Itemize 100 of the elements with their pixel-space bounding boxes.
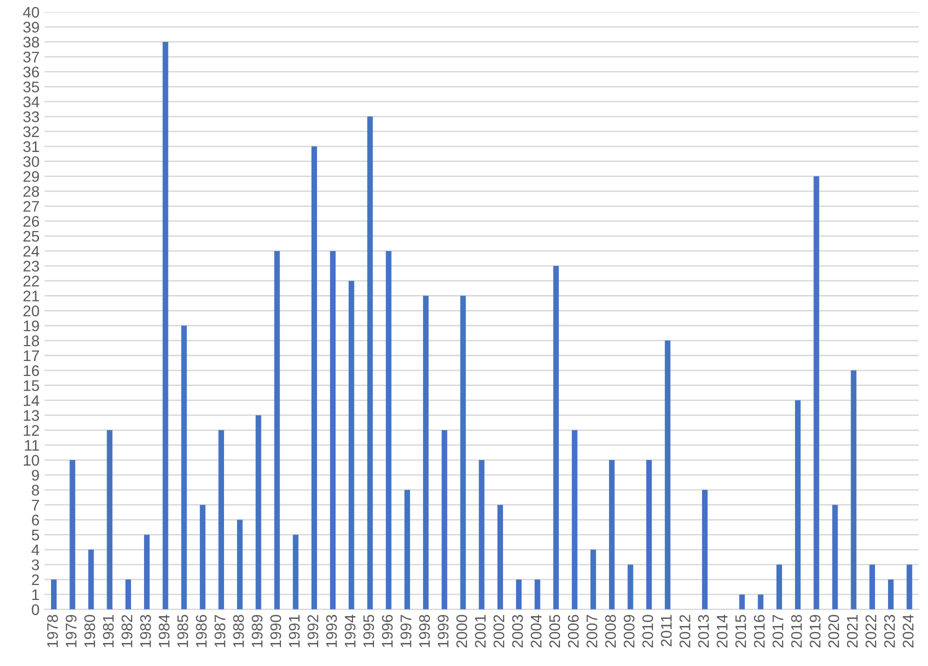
- bar: [386, 250, 392, 610]
- x-tick-label: 1992: [308, 615, 318, 648]
- bar: [553, 266, 559, 610]
- bar: [311, 146, 318, 610]
- x-tick-label: 1986: [196, 614, 207, 648]
- x-tick-label: 1984: [158, 614, 170, 648]
- x-tick-label: 2018: [791, 614, 802, 648]
- x-tick-label: 2017: [772, 615, 784, 648]
- x-tick-label: 2011: [660, 614, 672, 646]
- bar: [404, 490, 410, 610]
- x-tick-label: 1980: [84, 614, 96, 648]
- y-tick-label: 7: [32, 500, 39, 510]
- y-tick-label: 18: [24, 335, 40, 346]
- x-tick-label: 2021: [846, 614, 858, 648]
- x-tick-label: 2004: [530, 614, 542, 648]
- bar: [534, 580, 540, 610]
- x-tick-label: 1994: [344, 614, 356, 648]
- bar: [144, 534, 150, 610]
- bar: [814, 176, 820, 610]
- x-tick-label: 1982: [122, 615, 132, 648]
- y-tick-label: 37: [23, 52, 39, 62]
- bar: [516, 580, 522, 610]
- y-tick-label: 35: [23, 82, 40, 92]
- bar: [888, 580, 894, 610]
- bar: [274, 250, 280, 610]
- x-tick-label: 2000: [456, 614, 468, 648]
- bar: [832, 504, 838, 610]
- y-tick-label: 39: [23, 22, 39, 33]
- bar: [181, 326, 187, 610]
- y-tick-label: 40: [23, 6, 40, 18]
- bar: [702, 490, 708, 610]
- x-tick-label: 1987: [214, 615, 226, 648]
- y-tick-label: 3: [32, 559, 40, 570]
- x-tick-label: 2024: [902, 614, 914, 648]
- x-tick-label: 1978: [47, 614, 58, 648]
- bar: [776, 564, 782, 610]
- bar: [237, 520, 243, 610]
- bar: [664, 340, 670, 610]
- y-tick-label: 19: [24, 320, 39, 332]
- y-tick-label: 5: [32, 530, 40, 540]
- y-tick-label: 15: [24, 380, 40, 392]
- x-tick-label: 2015: [735, 614, 746, 648]
- bar: [292, 534, 298, 610]
- y-tick-label: 17: [24, 350, 39, 362]
- bar: [850, 370, 856, 610]
- y-tick-label: 11: [24, 440, 39, 451]
- bar: [125, 580, 132, 610]
- y-tick-label: 16: [24, 365, 40, 376]
- x-tick-label: 1988: [233, 614, 244, 648]
- x-tick-label: 2001: [474, 614, 486, 648]
- y-tick-label: 36: [23, 66, 40, 78]
- y-tick-label: 33: [23, 111, 40, 122]
- x-tick-label: 1991: [288, 614, 300, 648]
- x-tick-label: 2003: [512, 614, 523, 648]
- bar: [330, 250, 336, 610]
- bar: [795, 400, 801, 610]
- x-tick-label: 2009: [624, 614, 635, 648]
- y-tick-label: 23: [23, 260, 40, 272]
- bar: [367, 116, 373, 610]
- bar: [460, 296, 466, 610]
- y-tick-label: 26: [23, 216, 40, 227]
- y-tick-label: 31: [23, 141, 39, 152]
- bar: [758, 594, 764, 610]
- y-tick-label: 38: [23, 36, 40, 48]
- bar: [497, 504, 504, 610]
- bar: [906, 564, 912, 610]
- bar: [442, 430, 448, 610]
- x-tick-label: 2006: [568, 614, 579, 648]
- y-tick-label: 4: [32, 544, 40, 556]
- x-tick-label: 2008: [605, 614, 616, 648]
- y-tick-label: 1: [32, 589, 39, 600]
- bar: [51, 580, 57, 610]
- x-tick-label: 2016: [754, 614, 765, 648]
- y-tick-label: 20: [23, 306, 40, 316]
- bar: [106, 430, 112, 610]
- bar: [200, 504, 206, 610]
- y-tick-label: 9: [32, 470, 39, 481]
- bar: [646, 460, 652, 610]
- y-tick-label: 12: [24, 425, 39, 436]
- x-tick-label: 1985: [177, 614, 188, 648]
- x-tick-label: 2022: [866, 615, 876, 648]
- x-tick-label: 1997: [400, 615, 412, 648]
- y-tick-label: 34: [23, 96, 40, 108]
- x-tick-label: 2014: [716, 614, 728, 648]
- y-tick-label: 6: [32, 514, 40, 526]
- y-tick-label: 2: [32, 574, 39, 586]
- y-tick-label: 13: [24, 410, 40, 421]
- y-tick-label: 21: [23, 290, 39, 302]
- x-tick-label: 1999: [438, 614, 449, 648]
- y-tick-label: 10: [24, 454, 40, 466]
- y-tick-label: 14: [24, 395, 40, 406]
- y-tick-label: 29: [23, 171, 39, 182]
- x-tick-label: 2010: [642, 614, 654, 648]
- x-tick-label: 1998: [419, 614, 430, 648]
- bar: [218, 430, 224, 610]
- y-tick-label: 28: [23, 186, 40, 197]
- x-tick-label: 1996: [382, 614, 393, 648]
- y-tick-label: 0: [32, 604, 40, 616]
- bar: [628, 564, 634, 610]
- x-tick-label: 2002: [494, 615, 504, 648]
